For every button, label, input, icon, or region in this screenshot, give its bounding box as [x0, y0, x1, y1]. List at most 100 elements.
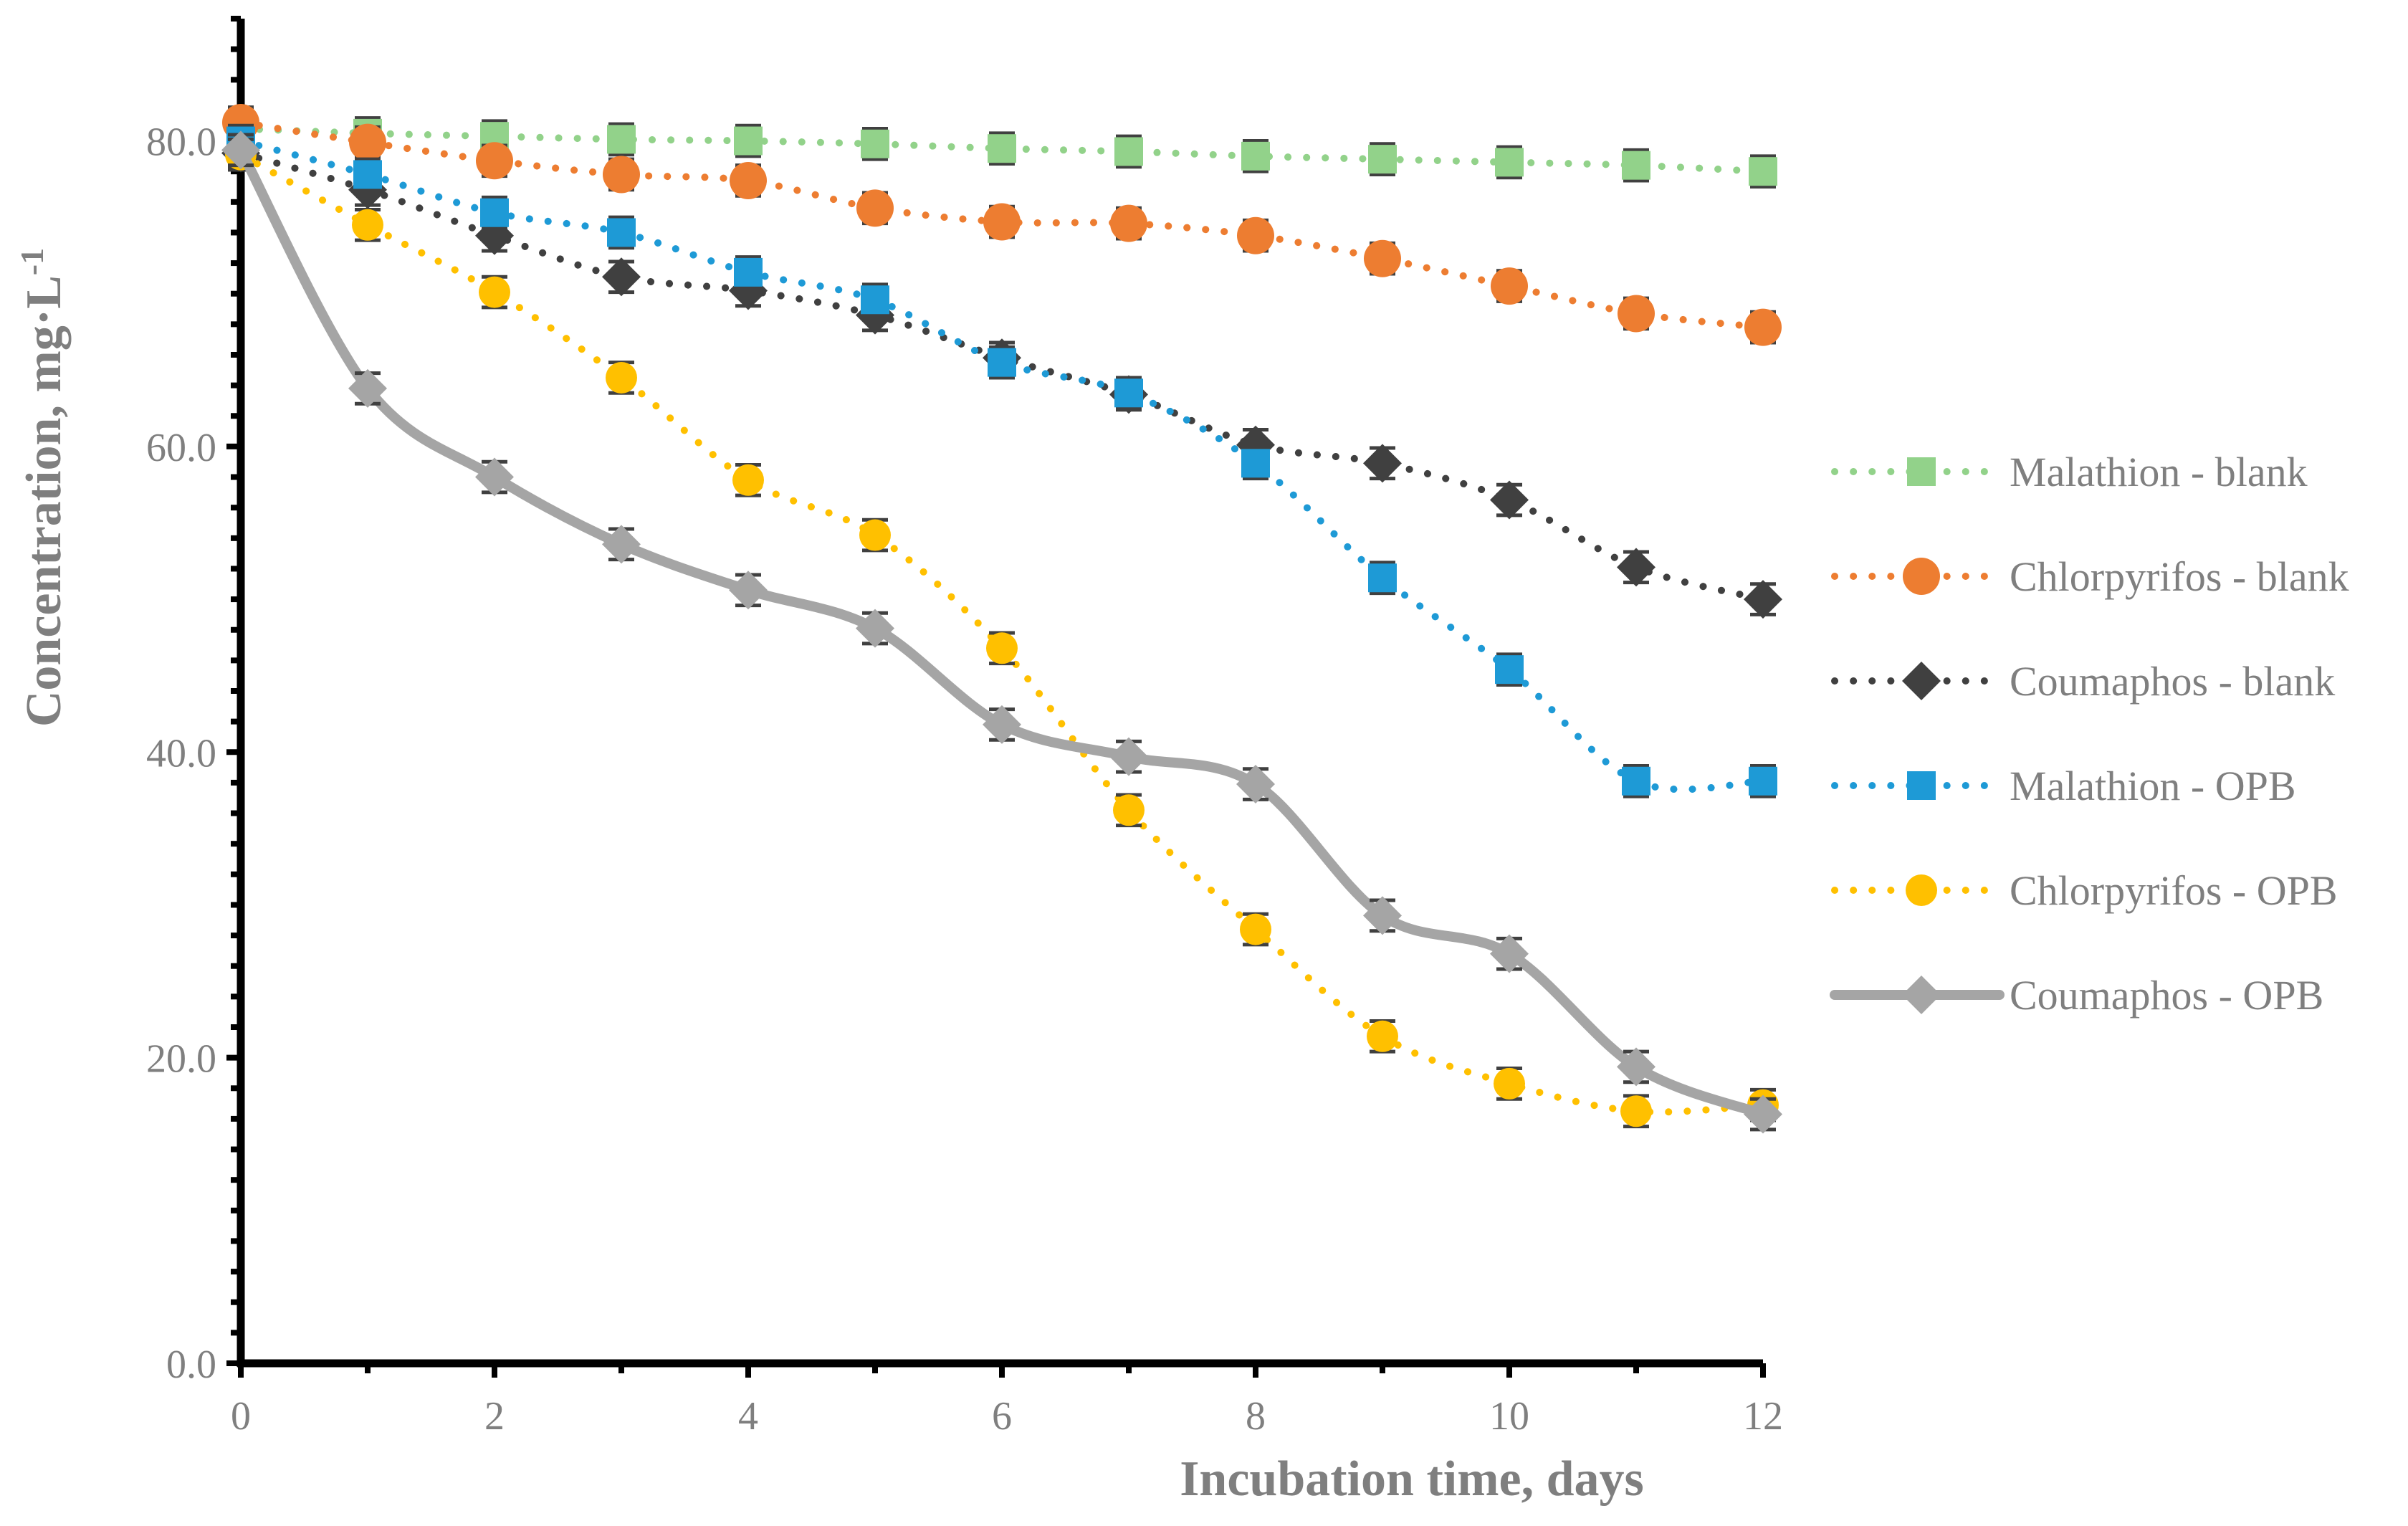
legend-label-coumaphos-opb: Coumaphos - OPB — [2010, 972, 2323, 1019]
data-point-malathion-opb-4 — [734, 257, 763, 287]
series-coumaphos-opb — [221, 130, 1782, 1134]
legend-item-chlorpyrifos-opb: Chlorpyrifos - OPB — [1831, 867, 2338, 914]
y-tick-label: 40.0 — [146, 731, 216, 776]
data-point-malathion-opb-6 — [988, 348, 1016, 377]
x-tick-label: 2 — [484, 1394, 505, 1439]
legend-label-malathion-blank: Malathion - blank — [2010, 449, 2308, 495]
data-point-malathion-opb-11 — [1622, 766, 1650, 796]
data-point-chlorpyrifos-opb-8 — [1240, 913, 1271, 945]
y-axis-title-main: Concentration, mg·L — [16, 275, 72, 727]
y-axis-title: Concentration, mg·L-1 — [14, 248, 72, 727]
data-point-chlorpyrifos-opb-6 — [986, 632, 1018, 664]
data-point-chlorpyrifos-opb-4 — [732, 464, 764, 496]
data-point-malathion-opb-3 — [607, 218, 636, 247]
data-point-malathion-opb-12 — [1749, 766, 1777, 796]
data-point-malathion-opb-1 — [353, 160, 382, 189]
data-point-chlorpyrifos-blank-5 — [856, 189, 894, 227]
y-tick-label: 80.0 — [146, 120, 216, 165]
legend-item-coumaphos-opb: Coumaphos - OPB — [1830, 972, 2323, 1019]
y-axis-title-superscript: -1 — [14, 248, 50, 275]
data-point-chlorpyrifos-blank-4 — [730, 161, 767, 199]
data-point-coumaphos-opb-4 — [729, 571, 768, 610]
data-point-chlorpyrifos-blank-1 — [349, 123, 386, 161]
data-point-chlorpyrifos-blank-12 — [1744, 308, 1782, 346]
legend-label-malathion-opb: Malathion - OPB — [2010, 763, 2296, 809]
data-point-malathion-blank-3 — [607, 125, 636, 154]
data-point-coumaphos-blank-3 — [602, 257, 641, 297]
data-point-coumaphos-opb-6 — [983, 705, 1021, 744]
data-point-chlorpyrifos-blank-3 — [603, 156, 640, 194]
y-tick-label: 60.0 — [146, 426, 216, 470]
data-point-malathion-blank-9 — [1368, 145, 1397, 174]
legend-marker-chlorpyrifos-opb — [1906, 874, 1937, 906]
legend: Malathion - blank Chlorpyrifos - blank Cou… — [1830, 449, 2349, 1019]
data-point-chlorpyrifos-blank-11 — [1618, 295, 1655, 333]
data-point-malathion-blank-5 — [861, 129, 889, 158]
data-point-chlorpyrifos-opb-2 — [479, 276, 510, 308]
y-axis: 0.0 20.0 40.0 60.0 80.0 — [146, 16, 245, 1387]
data-point-chlorpyrifos-opb-10 — [1494, 1067, 1525, 1100]
data-point-malathion-blank-10 — [1495, 148, 1524, 177]
data-point-coumaphos-blank-12 — [1744, 580, 1782, 619]
data-point-malathion-blank-11 — [1622, 151, 1650, 180]
data-point-malathion-opb-2 — [480, 198, 509, 227]
x-tick-label: 10 — [1489, 1394, 1529, 1439]
legend-label-chlorpyrifos-blank: Chlorpyrifos - blank — [2010, 553, 2349, 600]
legend-marker-coumaphos-blank — [1902, 662, 1941, 700]
series-layer — [221, 103, 1782, 1134]
data-point-chlorpyrifos-blank-9 — [1364, 239, 1401, 277]
data-point-coumaphos-opb-0 — [221, 130, 260, 170]
data-point-chlorpyrifos-opb-5 — [859, 519, 891, 551]
data-point-chlorpyrifos-blank-2 — [476, 142, 513, 180]
data-point-coumaphos-opb-8 — [1236, 765, 1275, 804]
data-point-malathion-blank-4 — [734, 126, 763, 156]
data-point-malathion-opb-9 — [1368, 563, 1397, 593]
data-point-chlorpyrifos-opb-11 — [1620, 1095, 1652, 1127]
data-point-coumaphos-opb-10 — [1490, 934, 1529, 973]
y-tick-label: 0.0 — [166, 1343, 216, 1387]
data-point-malathion-opb-10 — [1495, 655, 1524, 685]
legend-item-chlorpyrifos-blank: Chlorpyrifos - blank — [1831, 553, 2349, 600]
data-point-coumaphos-opb-9 — [1363, 896, 1402, 935]
legend-label-chlorpyrifos-opb: Chlorpyrifos - OPB — [2010, 867, 2338, 914]
series-chlorpyrifos-blank — [222, 103, 1782, 346]
data-point-coumaphos-opb-12 — [1744, 1095, 1782, 1134]
data-point-coumaphos-opb-3 — [602, 525, 641, 564]
data-point-chlorpyrifos-blank-6 — [983, 203, 1021, 241]
data-point-coumaphos-blank-10 — [1490, 480, 1529, 520]
x-tick-label: 6 — [992, 1394, 1012, 1439]
data-point-malathion-opb-8 — [1241, 449, 1270, 478]
data-point-chlorpyrifos-blank-8 — [1237, 216, 1274, 254]
series-malathion-opb — [226, 123, 1777, 798]
x-axis: 0 2 4 6 8 10 12 — [231, 1359, 1783, 1439]
legend-marker-malathion-blank — [1907, 457, 1936, 486]
series-malathion-blank — [226, 111, 1777, 189]
data-point-coumaphos-blank-11 — [1617, 548, 1656, 587]
legend-item-malathion-blank: Malathion - blank — [1831, 449, 2308, 495]
data-point-chlorpyrifos-opb-1 — [352, 209, 383, 241]
data-point-coumaphos-opb-2 — [475, 457, 514, 497]
legend-item-coumaphos-blank: Coumaphos - blank — [1831, 658, 2335, 705]
data-point-chlorpyrifos-opb-7 — [1113, 794, 1145, 826]
legend-marker-chlorpyrifos-blank — [1903, 558, 1940, 595]
x-tick-label: 12 — [1743, 1394, 1783, 1439]
data-point-chlorpyrifos-opb-3 — [606, 361, 637, 394]
data-point-coumaphos-opb-1 — [348, 368, 387, 408]
data-point-malathion-blank-8 — [1241, 141, 1270, 171]
data-point-coumaphos-blank-9 — [1363, 444, 1402, 483]
data-point-malathion-blank-7 — [1114, 137, 1143, 166]
data-point-coumaphos-opb-11 — [1617, 1047, 1656, 1087]
data-point-malathion-blank-6 — [988, 134, 1016, 163]
x-tick-label: 4 — [738, 1394, 758, 1439]
data-point-chlorpyrifos-opb-9 — [1367, 1020, 1398, 1052]
legend-item-malathion-opb: Malathion - OPB — [1831, 763, 2296, 809]
x-tick-label: 0 — [231, 1394, 251, 1439]
data-point-coumaphos-opb-5 — [856, 609, 894, 648]
legend-marker-coumaphos-opb — [1902, 976, 1941, 1014]
data-point-chlorpyrifos-blank-7 — [1110, 204, 1147, 242]
legend-label-coumaphos-blank: Coumaphos - blank — [2010, 658, 2335, 705]
data-point-malathion-opb-5 — [861, 285, 889, 315]
data-point-coumaphos-opb-7 — [1109, 737, 1148, 776]
data-point-malathion-blank-12 — [1749, 157, 1777, 186]
